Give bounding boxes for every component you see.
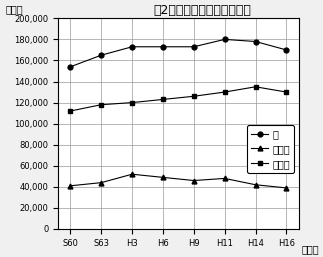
卵売業 bbox=[99, 181, 103, 184]
計 bbox=[223, 38, 227, 41]
小売業 bbox=[192, 95, 196, 98]
Title: 囲2　従業者数の年次別推移: 囲2 従業者数の年次別推移 bbox=[153, 4, 251, 17]
Line: 計: 計 bbox=[68, 37, 289, 69]
小売業 bbox=[254, 85, 257, 88]
卵売業 bbox=[254, 183, 257, 186]
小売業 bbox=[99, 103, 103, 106]
計 bbox=[254, 40, 257, 43]
Line: 卵売業: 卵売業 bbox=[68, 172, 289, 190]
計 bbox=[161, 45, 165, 48]
小売業 bbox=[161, 98, 165, 101]
計 bbox=[68, 65, 72, 68]
Y-axis label: （人）: （人） bbox=[6, 4, 24, 14]
Text: （年）: （年） bbox=[301, 244, 319, 254]
卵売業 bbox=[285, 186, 288, 189]
計 bbox=[99, 54, 103, 57]
卵売業 bbox=[161, 176, 165, 179]
卵売業 bbox=[192, 179, 196, 182]
計 bbox=[192, 45, 196, 48]
小売業 bbox=[223, 90, 227, 94]
Legend: 計, 卵売業, 小売業: 計, 卵売業, 小売業 bbox=[247, 125, 294, 173]
卵売業 bbox=[68, 184, 72, 187]
卵売業 bbox=[223, 177, 227, 180]
小売業 bbox=[130, 101, 134, 104]
Line: 小売業: 小売業 bbox=[68, 84, 289, 113]
卵売業 bbox=[130, 173, 134, 176]
小売業 bbox=[68, 109, 72, 113]
計 bbox=[130, 45, 134, 48]
計 bbox=[285, 48, 288, 51]
小売業 bbox=[285, 90, 288, 94]
